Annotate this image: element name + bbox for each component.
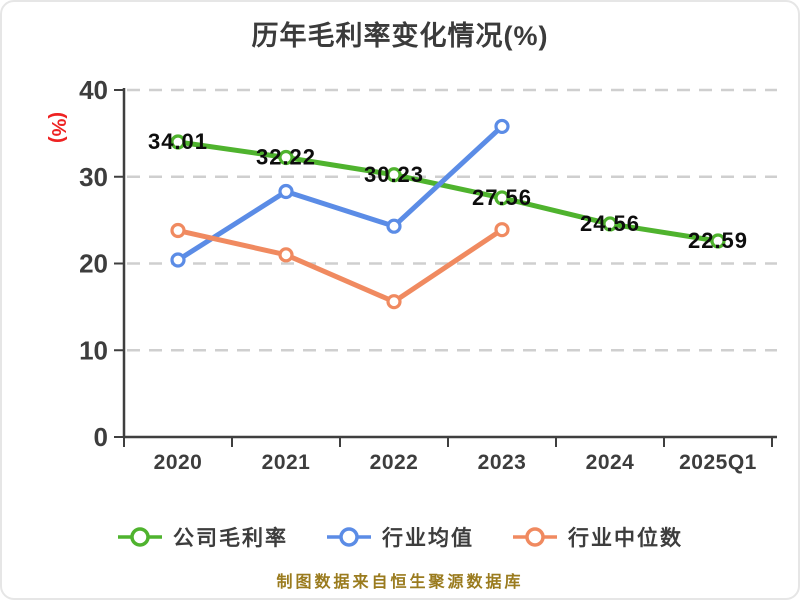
legend-marker-company-margin-icon xyxy=(118,527,162,547)
svg-text:22.59: 22.59 xyxy=(688,228,748,253)
svg-text:2021: 2021 xyxy=(262,451,311,474)
legend-label-company-margin: 公司毛利率 xyxy=(173,527,288,550)
series-markers xyxy=(170,118,726,310)
svg-text:2024: 2024 xyxy=(586,451,635,474)
chart-title: 历年毛利率变化情况(%) xyxy=(251,21,549,51)
legend: 公司毛利率 行业均值 行业中位数 xyxy=(2,522,798,552)
svg-text:34.01: 34.01 xyxy=(148,129,208,154)
svg-text:10: 10 xyxy=(79,335,108,365)
legend-item-industry-median[interactable]: 行业中位数 xyxy=(512,522,683,552)
svg-text:2020: 2020 xyxy=(154,451,203,474)
svg-text:40: 40 xyxy=(79,75,108,105)
svg-text:32.22: 32.22 xyxy=(256,144,316,169)
legend-marker-industry-avg-icon xyxy=(327,527,371,547)
svg-text:27.56: 27.56 xyxy=(472,185,532,210)
axes xyxy=(114,88,777,447)
legend-item-industry-avg[interactable]: 行业均值 xyxy=(326,522,474,552)
source-note: 制图数据来自恒生聚源数据库 xyxy=(276,574,524,591)
svg-text:2023: 2023 xyxy=(478,451,527,474)
svg-text:0: 0 xyxy=(94,422,108,452)
gridlines xyxy=(127,88,777,352)
svg-text:2025Q1: 2025Q1 xyxy=(679,451,757,474)
legend-marker-industry-median-icon xyxy=(513,527,557,547)
legend-label-industry-avg: 行业均值 xyxy=(382,527,474,550)
svg-text:20: 20 xyxy=(79,249,108,279)
legend-label-industry-median: 行业中位数 xyxy=(568,527,683,550)
svg-text:24.56: 24.56 xyxy=(580,211,640,236)
data-labels: 34.01 32.22 30.23 27.56 24.56 22.59 xyxy=(148,129,748,253)
svg-text:30.23: 30.23 xyxy=(364,162,424,187)
x-tick-labels: 2020 2021 2022 2023 2024 2025Q1 xyxy=(154,451,757,474)
legend-item-company-margin[interactable]: 公司毛利率 xyxy=(117,522,288,552)
svg-text:30: 30 xyxy=(79,162,108,192)
series-lines xyxy=(175,123,721,305)
y-tick-labels: 0 10 20 30 40 xyxy=(79,75,108,452)
svg-text:2022: 2022 xyxy=(370,451,419,474)
